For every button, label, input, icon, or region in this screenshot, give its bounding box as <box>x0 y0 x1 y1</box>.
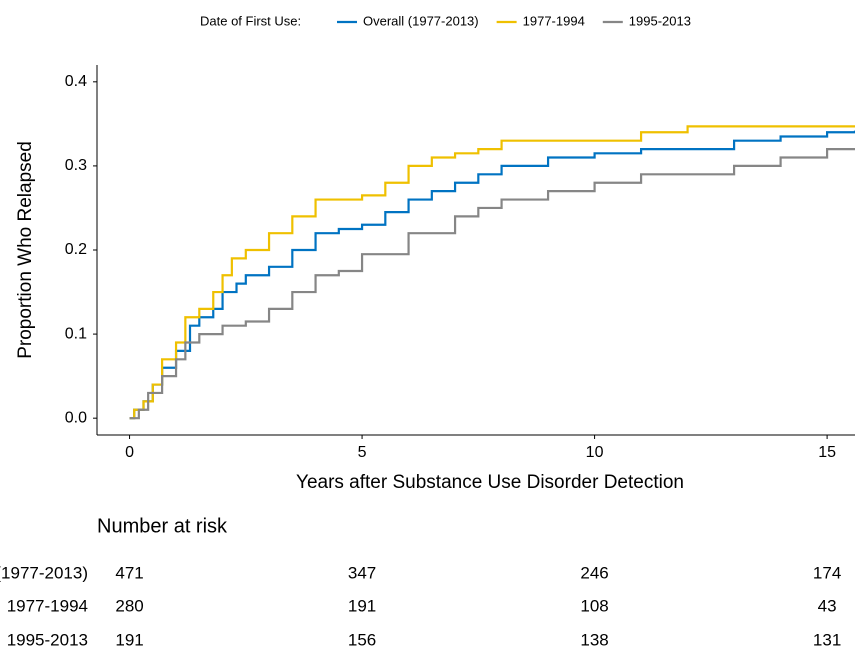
risk-count: 347 <box>348 563 376 582</box>
risk-count: 280 <box>115 596 143 615</box>
risk-count: 43 <box>818 596 837 615</box>
survival-curve <box>129 125 855 420</box>
x-tick-label: 0 <box>125 444 134 461</box>
risk-count: 108 <box>580 596 608 615</box>
legend-title: Date of First Use: <box>200 13 301 28</box>
survival-curve <box>129 147 855 420</box>
x-tick-label: 5 <box>358 444 367 461</box>
y-tick-label: 0.0 <box>65 409 87 426</box>
risk-row-label: 1977-1994 <box>7 596 88 615</box>
risk-count: 471 <box>115 563 143 582</box>
survival-curve <box>129 130 855 420</box>
y-tick-label: 0.4 <box>65 73 87 90</box>
risk-row-label: Overall (1977-2013) <box>0 563 88 582</box>
y-tick-label: 0.2 <box>65 241 87 258</box>
risk-count: 156 <box>348 630 376 649</box>
risk-count: 191 <box>348 596 376 615</box>
risk-count: 131 <box>813 630 841 649</box>
legend-label: Overall (1977-2013) <box>363 13 479 28</box>
legend-label: 1995-2013 <box>629 13 691 28</box>
risk-table-title: Number at risk <box>97 515 228 537</box>
y-tick-label: 0.1 <box>65 325 87 342</box>
legend-label: 1977-1994 <box>523 13 585 28</box>
risk-count: 138 <box>580 630 608 649</box>
x-tick-label: 15 <box>818 444 836 461</box>
x-tick-label: 10 <box>586 444 604 461</box>
risk-count: 174 <box>813 563 841 582</box>
y-axis-title: Proportion Who Relapsed <box>15 141 36 359</box>
risk-count: 246 <box>580 563 608 582</box>
plot-area <box>129 125 855 420</box>
risk-row-label: 1995-2013 <box>7 630 88 649</box>
risk-count: 191 <box>115 630 143 649</box>
x-axis-title: Years after Substance Use Disorder Detec… <box>296 472 684 493</box>
y-tick-label: 0.3 <box>65 157 87 174</box>
